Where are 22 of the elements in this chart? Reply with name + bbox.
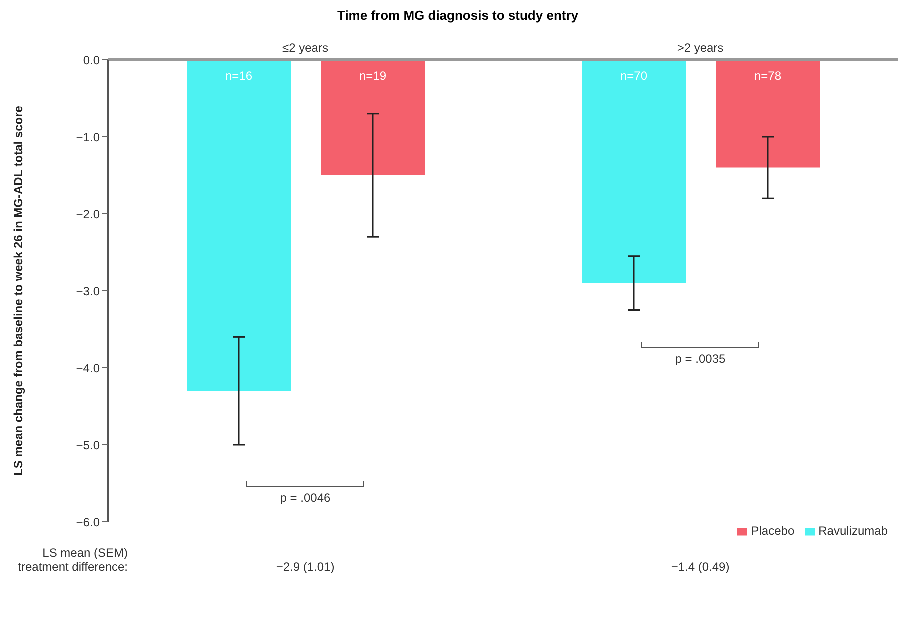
legend-label: Placebo <box>751 524 795 538</box>
text: −1.4 (0.49) <box>670 560 731 574</box>
text: LS mean (SEM) treatment difference: <box>18 546 128 574</box>
y-tick-label: −2.0 <box>76 207 100 222</box>
y-tick-label: −1.0 <box>76 130 100 144</box>
text: −2.9 (1.01) <box>275 560 336 574</box>
annotation: n=70 <box>620 69 648 83</box>
y-tick-label: −3.0 <box>76 284 100 298</box>
y-tick-label: −4.0 <box>76 361 100 376</box>
annotation: p = .0046 <box>280 490 331 505</box>
annotation: n=78 <box>754 69 782 83</box>
y-tick-label: −6.0 <box>76 515 100 530</box>
x-tick-label: ≤2 years <box>282 41 328 55</box>
annotation: n=16 <box>225 69 253 83</box>
legend-label: Ravulizumab <box>818 524 888 538</box>
y-tick-label: 0.0 <box>83 53 100 68</box>
annotation: p = .0035 <box>675 352 726 366</box>
y-axis-title: LS mean change from baseline to week 26 in MG-ADL total score <box>11 106 26 476</box>
x-tick-label: >2 years <box>677 41 724 55</box>
annotation: n=19 <box>359 69 387 83</box>
x-axis-title: Time from MG diagnosis to study entry <box>336 8 580 25</box>
y-tick-label: −5.0 <box>76 438 100 452</box>
